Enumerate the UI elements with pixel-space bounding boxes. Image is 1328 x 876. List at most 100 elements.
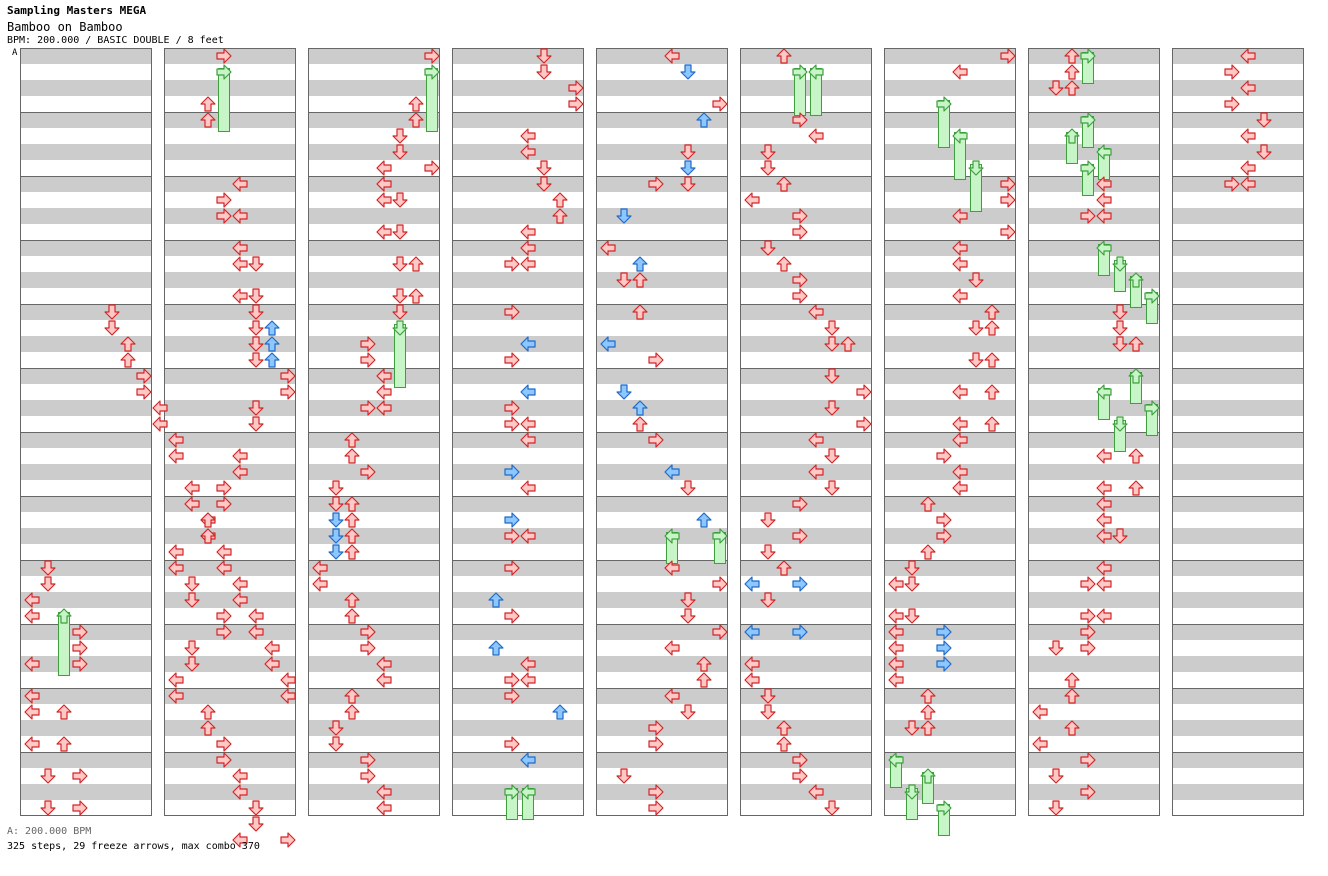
red-arrow-icon xyxy=(824,800,840,816)
red-arrow-icon xyxy=(1240,80,1256,96)
red-arrow-icon xyxy=(664,688,680,704)
freeze-head-icon xyxy=(808,64,824,80)
red-arrow-icon xyxy=(776,48,792,64)
red-arrow-icon xyxy=(520,416,536,432)
red-arrow-icon xyxy=(344,704,360,720)
red-arrow-icon xyxy=(24,592,40,608)
red-arrow-icon xyxy=(984,416,1000,432)
red-arrow-icon xyxy=(760,592,776,608)
red-arrow-icon xyxy=(808,128,824,144)
red-arrow-icon xyxy=(344,608,360,624)
red-arrow-icon xyxy=(232,832,248,848)
red-arrow-icon xyxy=(1240,160,1256,176)
red-arrow-icon xyxy=(888,608,904,624)
red-arrow-icon xyxy=(648,720,664,736)
red-arrow-icon xyxy=(552,208,568,224)
chart-column xyxy=(164,48,296,816)
red-arrow-icon xyxy=(392,144,408,160)
red-arrow-icon xyxy=(216,544,232,560)
red-arrow-icon xyxy=(360,752,376,768)
red-arrow-icon xyxy=(1080,640,1096,656)
red-arrow-icon xyxy=(344,688,360,704)
red-arrow-icon xyxy=(280,832,296,848)
red-arrow-icon xyxy=(712,624,728,640)
red-arrow-icon xyxy=(24,736,40,752)
red-arrow-icon xyxy=(248,336,264,352)
red-arrow-icon xyxy=(232,256,248,272)
blue-arrow-icon xyxy=(680,64,696,80)
red-arrow-icon xyxy=(216,560,232,576)
red-arrow-icon xyxy=(328,720,344,736)
red-arrow-icon xyxy=(328,496,344,512)
red-arrow-icon xyxy=(616,272,632,288)
red-arrow-icon xyxy=(392,192,408,208)
red-arrow-icon xyxy=(344,512,360,528)
red-arrow-icon xyxy=(216,496,232,512)
red-arrow-icon xyxy=(344,432,360,448)
blue-arrow-icon xyxy=(616,208,632,224)
red-arrow-icon xyxy=(680,480,696,496)
bpm-marker: A xyxy=(12,48,18,58)
freeze-head-icon xyxy=(1128,272,1144,288)
chart-column xyxy=(308,48,440,816)
red-arrow-icon xyxy=(264,656,280,672)
red-arrow-icon xyxy=(888,640,904,656)
red-arrow-icon xyxy=(168,544,184,560)
red-arrow-icon xyxy=(760,688,776,704)
red-arrow-icon xyxy=(232,448,248,464)
red-arrow-icon xyxy=(40,800,56,816)
red-arrow-icon xyxy=(984,304,1000,320)
red-arrow-icon xyxy=(808,304,824,320)
red-arrow-icon xyxy=(504,416,520,432)
red-arrow-icon xyxy=(1096,192,1112,208)
red-arrow-icon xyxy=(184,576,200,592)
red-arrow-icon xyxy=(360,640,376,656)
red-arrow-icon xyxy=(952,64,968,80)
freeze-head-icon xyxy=(1112,256,1128,272)
blue-arrow-icon xyxy=(696,512,712,528)
freeze-head-icon xyxy=(888,752,904,768)
red-arrow-icon xyxy=(344,592,360,608)
red-arrow-icon xyxy=(1080,784,1096,800)
blue-arrow-icon xyxy=(504,464,520,480)
red-arrow-icon xyxy=(952,208,968,224)
freeze-head-icon xyxy=(504,784,520,800)
freeze-head-icon xyxy=(968,160,984,176)
red-arrow-icon xyxy=(904,608,920,624)
red-arrow-icon xyxy=(792,768,808,784)
red-arrow-icon xyxy=(360,768,376,784)
red-arrow-icon xyxy=(184,656,200,672)
red-arrow-icon xyxy=(1032,736,1048,752)
red-arrow-icon xyxy=(648,352,664,368)
freeze-head-icon xyxy=(936,800,952,816)
red-arrow-icon xyxy=(904,576,920,592)
blue-arrow-icon xyxy=(520,752,536,768)
freeze-head-icon xyxy=(1128,368,1144,384)
red-arrow-icon xyxy=(680,704,696,720)
freeze-head-icon xyxy=(1080,48,1096,64)
red-arrow-icon xyxy=(520,224,536,240)
red-arrow-icon xyxy=(824,368,840,384)
red-arrow-icon xyxy=(712,96,728,112)
red-arrow-icon xyxy=(776,560,792,576)
red-arrow-icon xyxy=(968,320,984,336)
chart-meta: BPM: 200.000 / BASIC DOUBLE / 8 feet xyxy=(7,35,224,46)
red-arrow-icon xyxy=(648,176,664,192)
red-arrow-icon xyxy=(392,256,408,272)
red-arrow-icon xyxy=(936,448,952,464)
red-arrow-icon xyxy=(1000,48,1016,64)
red-arrow-icon xyxy=(200,96,216,112)
blue-arrow-icon xyxy=(744,576,760,592)
red-arrow-icon xyxy=(376,224,392,240)
red-arrow-icon xyxy=(664,48,680,64)
red-arrow-icon xyxy=(856,416,872,432)
blue-arrow-icon xyxy=(264,352,280,368)
red-arrow-icon xyxy=(536,64,552,80)
red-arrow-icon xyxy=(888,656,904,672)
red-arrow-icon xyxy=(504,560,520,576)
red-arrow-icon xyxy=(664,640,680,656)
red-arrow-icon xyxy=(632,304,648,320)
song-title: Bamboo on Bamboo xyxy=(7,20,123,34)
red-arrow-icon xyxy=(264,640,280,656)
freeze-head-icon xyxy=(1080,160,1096,176)
